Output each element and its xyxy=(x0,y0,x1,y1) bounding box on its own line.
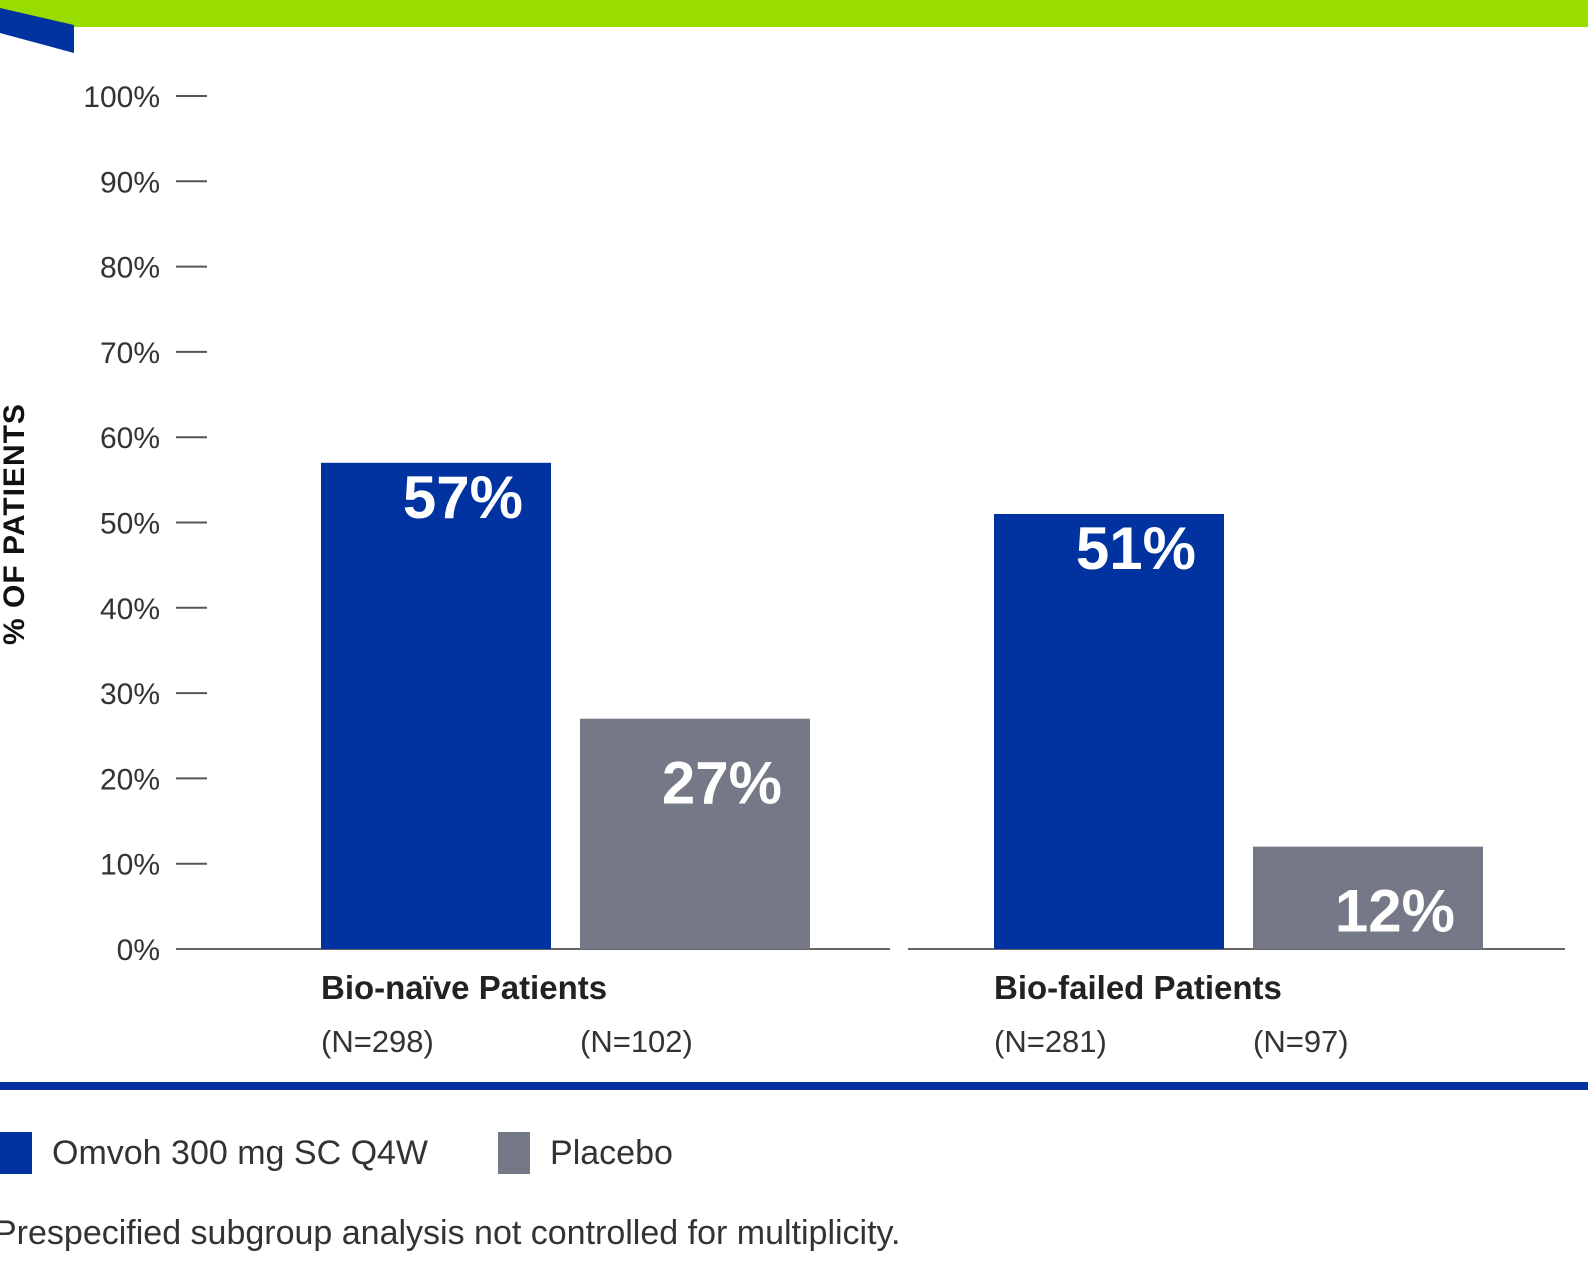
legend-item-omvoh: Omvoh 300 mg SC Q4W xyxy=(0,1132,428,1174)
y-tick-label: 0% xyxy=(117,934,160,967)
bar-n-label: (N=298) xyxy=(321,1024,434,1059)
y-tick-label: 80% xyxy=(100,252,160,285)
y-tick-label: 60% xyxy=(100,422,160,455)
legend-label-placebo: Placebo xyxy=(550,1133,673,1172)
legend: Omvoh 300 mg SC Q4W Placebo xyxy=(0,1132,743,1174)
bar-n-label: (N=97) xyxy=(1253,1024,1349,1059)
category-label: Bio-naïve Patients xyxy=(321,969,607,1006)
bar xyxy=(321,462,551,949)
y-tick-label: 10% xyxy=(100,849,160,882)
bar-value-label: 27% xyxy=(662,750,782,817)
legend-swatch-omvoh xyxy=(0,1132,32,1174)
bar-value-label: 51% xyxy=(1076,515,1196,582)
bar xyxy=(1253,846,1483,949)
y-tick-label: 40% xyxy=(100,593,160,626)
bar-n-label: (N=102) xyxy=(580,1024,693,1059)
y-axis-label: % OF PATIENTS xyxy=(0,403,31,645)
legend-item-placebo: Placebo xyxy=(498,1132,673,1174)
bar-value-label: 57% xyxy=(403,464,523,531)
legend-label-omvoh: Omvoh 300 mg SC Q4W xyxy=(52,1133,429,1172)
category-label: Bio-failed Patients xyxy=(994,969,1282,1006)
y-tick-label: 100% xyxy=(83,81,160,114)
footnote: Prespecified subgroup analysis not contr… xyxy=(0,1214,901,1252)
bar-n-label: (N=281) xyxy=(994,1024,1107,1059)
corner-accent xyxy=(0,8,74,53)
bar-chart: 0% 10% 20% 30% 40% 50% 60% 70% 80% 90% 100% % OF PA… xyxy=(0,81,1565,1059)
bar xyxy=(580,718,810,949)
legend-swatch-placebo xyxy=(498,1132,531,1174)
divider-line xyxy=(0,1082,1588,1090)
y-tick-label: 90% xyxy=(100,166,160,199)
bar xyxy=(994,513,1224,949)
y-tick-label: 20% xyxy=(100,763,160,796)
top-accent-bar xyxy=(0,0,1588,27)
y-tick-label: 50% xyxy=(100,508,160,541)
bar-value-label: 12% xyxy=(1335,878,1455,945)
y-tick-label: 70% xyxy=(100,337,160,370)
y-tick-label: 30% xyxy=(100,678,160,711)
